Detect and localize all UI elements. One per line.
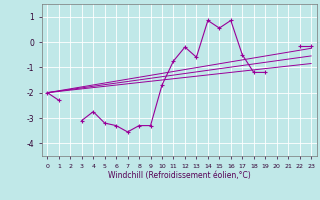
X-axis label: Windchill (Refroidissement éolien,°C): Windchill (Refroidissement éolien,°C)	[108, 171, 251, 180]
